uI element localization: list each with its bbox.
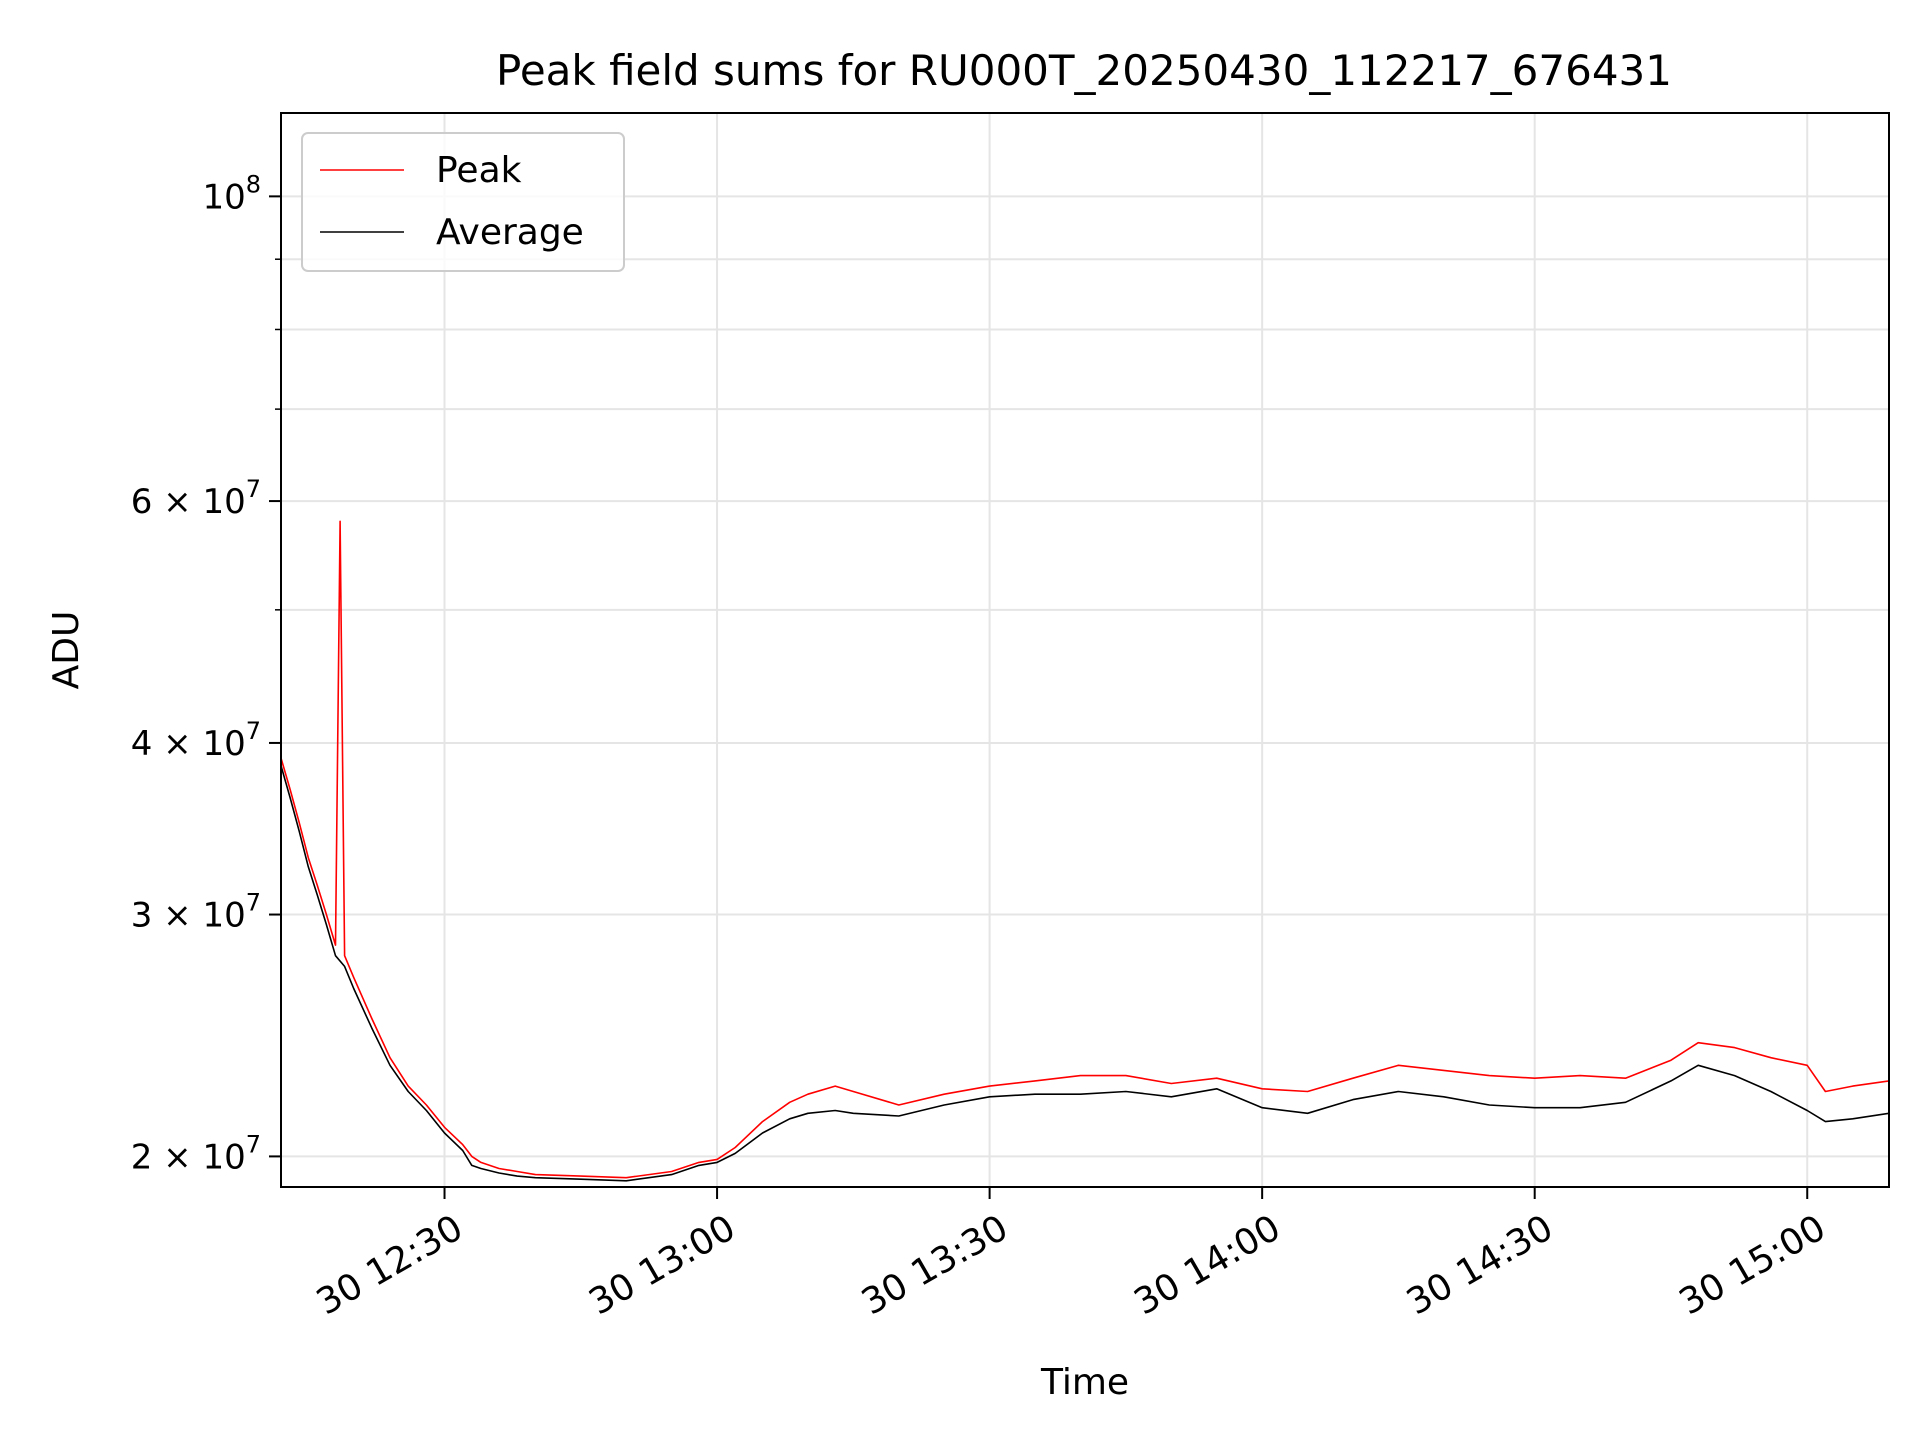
plot-frame: [280, 112, 1890, 1188]
y-axis-label: ADU: [46, 611, 87, 690]
legend-label-average: Average: [436, 212, 584, 253]
y-tick-label: 2 × 107: [131, 1130, 261, 1177]
legend-box: [301, 132, 625, 272]
legend-label-peak: Peak: [436, 150, 522, 191]
grid-lines: [281, 113, 1889, 1187]
series-line-average: [281, 765, 1889, 1182]
y-tick-label: 4 × 107: [131, 717, 261, 764]
legend: Peak Average: [301, 132, 625, 272]
chart-title: Peak field sums for RU000T_20250430_1122…: [496, 46, 1672, 95]
y-tick-label: 108: [202, 170, 261, 217]
series-line-peak: [281, 520, 1889, 1179]
plot-area: [281, 113, 1889, 1187]
y-tick-label: 6 × 107: [131, 475, 261, 522]
series-layer: [281, 520, 1889, 1182]
y-tick-label: 3 × 107: [131, 889, 261, 936]
x-axis-label: Time: [1040, 1362, 1129, 1403]
